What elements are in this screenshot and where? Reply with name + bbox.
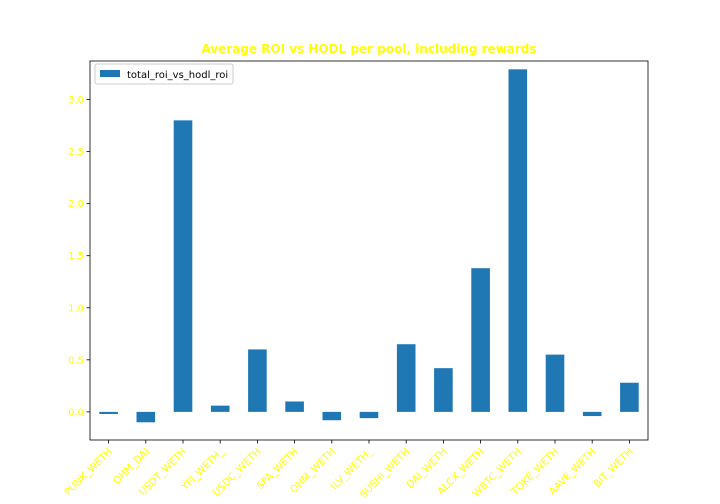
y-tick-label: 3.0 (68, 95, 84, 106)
bar-dai-weth (434, 368, 453, 412)
y-tick-label: 1.0 (68, 303, 84, 314)
y-tick-label: 0.0 (68, 407, 84, 418)
bar-sushi-weth (396, 344, 416, 412)
legend-label: total_roi_vs_hodl_roi (127, 70, 228, 81)
y-tick-label: 2.5 (68, 147, 84, 158)
bar-ohm-dai (136, 411, 156, 423)
bar-spa-weth (285, 401, 304, 412)
bar-ohm-weth (322, 411, 342, 421)
legend-swatch (100, 70, 120, 77)
x-tick-label: PUNK_WETH (63, 446, 115, 498)
bar-toke-weth (545, 354, 565, 412)
bar-usdt-weth (173, 120, 193, 412)
bar-bit-weth (620, 382, 639, 412)
bar-yfi-weth (210, 405, 230, 412)
x-tick-label: BIT_WETH (592, 446, 636, 490)
y-tick-label: 0.5 (68, 355, 84, 366)
legend-box (94, 63, 234, 85)
bar-punk-weth (99, 411, 118, 414)
bar-aave-weth (582, 411, 602, 417)
y-tick-label: 2.0 (68, 199, 84, 210)
axes-frame (89, 60, 649, 441)
legend: total_roi_vs_hodl_roi (94, 63, 234, 85)
bar-usdc-weth (248, 349, 267, 412)
bar-ilv-weth (359, 411, 379, 419)
bar-alcx-weth (471, 268, 490, 412)
y-tick-label: 1.5 (68, 251, 84, 262)
plot-area: PUNK_WETHOHM_DAIUSDT_WETHYFI_WETH_USDC_W… (63, 60, 649, 500)
chart-title: Average ROI vs HODL per pool, including … (201, 42, 536, 56)
bar-wbtc-weth (508, 69, 528, 412)
